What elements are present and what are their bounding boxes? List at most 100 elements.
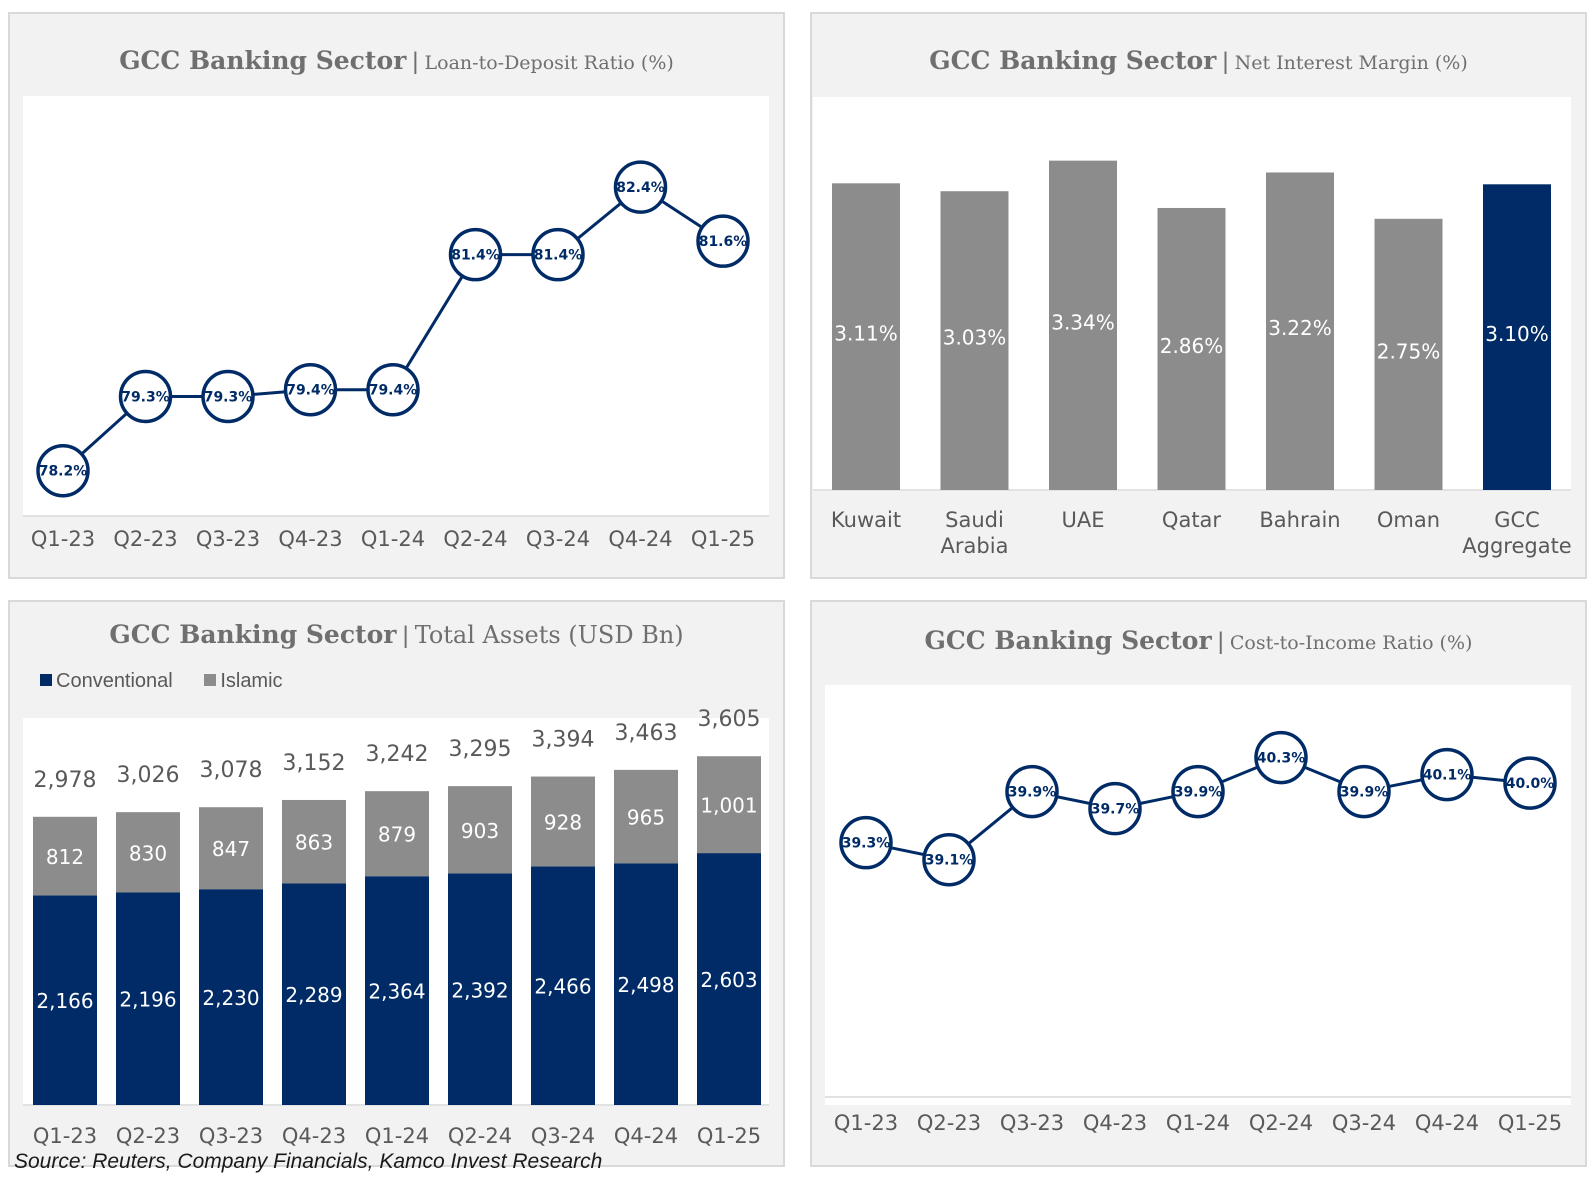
data-point-marker [922,832,976,887]
data-point-marker [839,815,893,870]
data-point-marker [201,369,255,424]
data-label-conventional: 2,196 [119,988,176,1012]
bar-conventional [614,863,678,1105]
bar-islamic [448,786,512,874]
x-tick-label: UAE [1061,508,1104,532]
data-label: 81.4% [534,248,583,264]
title-bold: GCC Banking Sector [119,46,407,75]
bar-conventional [365,876,429,1105]
data-label: 81.4% [451,248,500,264]
x-tick-label: Oman [1377,508,1440,532]
data-label-conventional: 2,289 [285,983,342,1007]
data-label: 3.34% [1051,310,1115,334]
data-label: 79.3% [204,389,253,405]
x-tick-label: Q1-25 [1498,1111,1562,1135]
x-tick-label: Qatar [1162,508,1222,532]
data-label: 39.1% [925,853,974,869]
bar-islamic [282,799,346,884]
x-tick-label: Q2-24 [1249,1111,1313,1135]
bar [832,183,900,490]
x-tick-label: Q1-23 [33,1124,97,1148]
x-tick-label: Q4-24 [1415,1111,1479,1135]
data-label-islamic: 830 [129,841,167,865]
title-subtitle: Total Assets (USD Bn) [414,621,684,649]
x-tick-label: Q3-24 [1332,1111,1396,1135]
title-subtitle: Cost-to-Income Ratio (%) [1229,632,1473,654]
chart-title: GCC Banking Sector | Total Assets (USD Bn) [10,620,783,650]
title-separator: | [1222,48,1229,75]
bar-islamic [116,812,180,893]
bar-conventional [282,883,346,1105]
x-tick-label: Q3-24 [526,527,590,551]
data-label: 3.10% [1485,322,1549,346]
data-label-conventional: 2,603 [700,968,757,992]
data-label: 3.03% [943,326,1007,350]
x-tick-label: Q4-23 [1083,1111,1147,1135]
chart-title: GCC Banking Sector | Loan-to-Deposit Ratio… [10,46,783,76]
x-tick-label: Q2-24 [443,527,507,551]
data-label-conventional: 2,364 [368,980,425,1004]
data-label: 3.22% [1268,316,1332,340]
data-label-islamic: 903 [461,819,499,843]
bar-islamic [33,816,97,896]
x-tick-label: Saudi [945,508,1004,532]
data-label: 39.9% [1340,785,1389,801]
x-tick-label: Bahrain [1259,508,1340,532]
title-bold: GCC Banking Sector [924,626,1212,655]
bar-islamic [697,756,761,854]
data-label-conventional: 2,392 [451,978,508,1002]
source-note: Source: Reuters, Company Financials, Kam… [14,1150,603,1173]
data-point-marker [448,227,503,282]
legend-item-islamic: Islamic [204,670,283,693]
data-label-conventional: 2,466 [534,975,591,999]
data-label-islamic: 1,001 [700,794,757,818]
legend-swatch-conventional [40,673,52,686]
bar [1374,218,1443,490]
x-tick-label: Q4-23 [278,527,342,551]
bar-islamic [199,807,263,890]
data-label-islamic: 863 [295,831,333,855]
bar [1483,184,1551,491]
bar-conventional [33,895,97,1105]
bar-conventional [531,866,595,1105]
x-tick-label: Arabia [941,534,1009,558]
x-tick-label: Q1-25 [691,527,755,551]
title-separator: | [412,48,419,75]
data-label: 81.6% [699,234,748,250]
data-label: 78.2% [39,464,88,480]
data-point-marker [1420,747,1474,802]
data-label-islamic: 879 [378,823,416,847]
data-label-islamic: 847 [212,837,250,861]
data-label-conventional: 2,498 [617,973,674,997]
series-line [61,185,724,472]
data-point-marker [283,362,338,417]
legend-item-conventional: Conventional [40,670,173,693]
data-label-total: 2,978 [34,768,97,793]
x-tick-label: Q1-25 [697,1124,761,1148]
title-separator: | [1217,628,1224,655]
bar-islamic [614,769,678,864]
legend-label: Islamic [220,670,283,692]
data-label: 40.3% [1257,751,1306,767]
data-label: 79.4% [369,383,418,399]
data-point-marker [118,369,173,424]
data-point-marker [696,214,750,268]
data-label: 39.9% [1174,785,1223,801]
data-label: 39.9% [1008,785,1057,801]
data-label-total: 3,394 [532,728,595,753]
data-label: 82.4% [616,180,665,196]
data-label-total: 3,026 [117,763,180,788]
data-point-marker [1088,781,1142,836]
data-label-islamic: 812 [46,845,84,869]
x-tick-label: Kuwait [831,508,901,532]
x-tick-label: Q2-24 [448,1124,512,1148]
data-label: 40.1% [1423,768,1472,784]
bar-conventional [697,853,761,1105]
data-point-marker [1171,764,1225,819]
legend: Conventional Islamic [40,670,309,693]
bar [1266,172,1334,490]
x-tick-label: GCC [1494,508,1540,532]
data-label-total: 3,605 [698,707,761,732]
x-tick-label: Q4-24 [614,1124,678,1148]
data-label: 2.75% [1377,339,1441,363]
